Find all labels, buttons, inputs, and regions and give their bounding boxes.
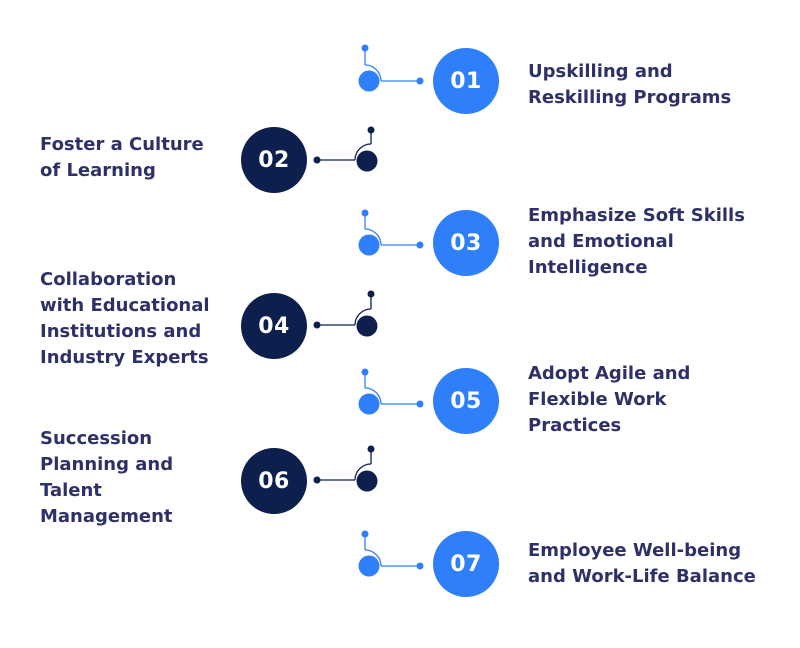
step-06-number: 06 <box>241 448 307 514</box>
connector-05-end-dot <box>416 400 424 408</box>
connector-01-big-dot <box>358 70 380 92</box>
connector-01-top-dot <box>361 44 369 52</box>
connector-02-big-dot <box>356 150 378 172</box>
connector-04-big-dot <box>356 315 378 337</box>
connector-04-end-dot <box>313 321 321 329</box>
step-05-number: 05 <box>433 368 499 434</box>
step-04-number: 04 <box>241 293 307 359</box>
step-03-label: Emphasize Soft Skills and Emotional Inte… <box>528 205 745 278</box>
step-06-label: Succession Planning and Talent Managemen… <box>40 428 174 527</box>
connector-04-top-dot <box>367 290 375 298</box>
step-01-label: Upskilling and Reskilling Programs <box>528 61 732 108</box>
step-07-number: 07 <box>433 531 499 597</box>
connector-05-top-dot <box>361 368 369 376</box>
step-04-label: Collaboration with Educational Instituti… <box>40 269 210 368</box>
connector-07-end-dot <box>416 562 424 570</box>
connector-06-big-dot <box>356 470 378 492</box>
step-03-number: 03 <box>433 210 499 276</box>
connector-03-top-dot <box>361 209 369 217</box>
step-02-label: Foster a Culture of Learning <box>40 134 204 181</box>
connector-06-top-dot <box>367 445 375 453</box>
step-07-label: Employee Well-being and Work-Life Balanc… <box>528 540 756 587</box>
connector-02-end-dot <box>313 156 321 164</box>
step-01-number: 01 <box>433 48 499 114</box>
connector-07-top-dot <box>361 530 369 538</box>
step-05-label: Adopt Agile and Flexible Work Practices <box>528 363 691 436</box>
connector-02-top-dot <box>367 126 375 134</box>
connector-03-end-dot <box>416 241 424 249</box>
connector-06-end-dot <box>313 476 321 484</box>
connector-05-big-dot <box>358 393 380 415</box>
connector-01-end-dot <box>416 77 424 85</box>
connector-07-big-dot <box>358 555 380 577</box>
step-02-number: 02 <box>241 127 307 193</box>
connector-03-big-dot <box>358 234 380 256</box>
